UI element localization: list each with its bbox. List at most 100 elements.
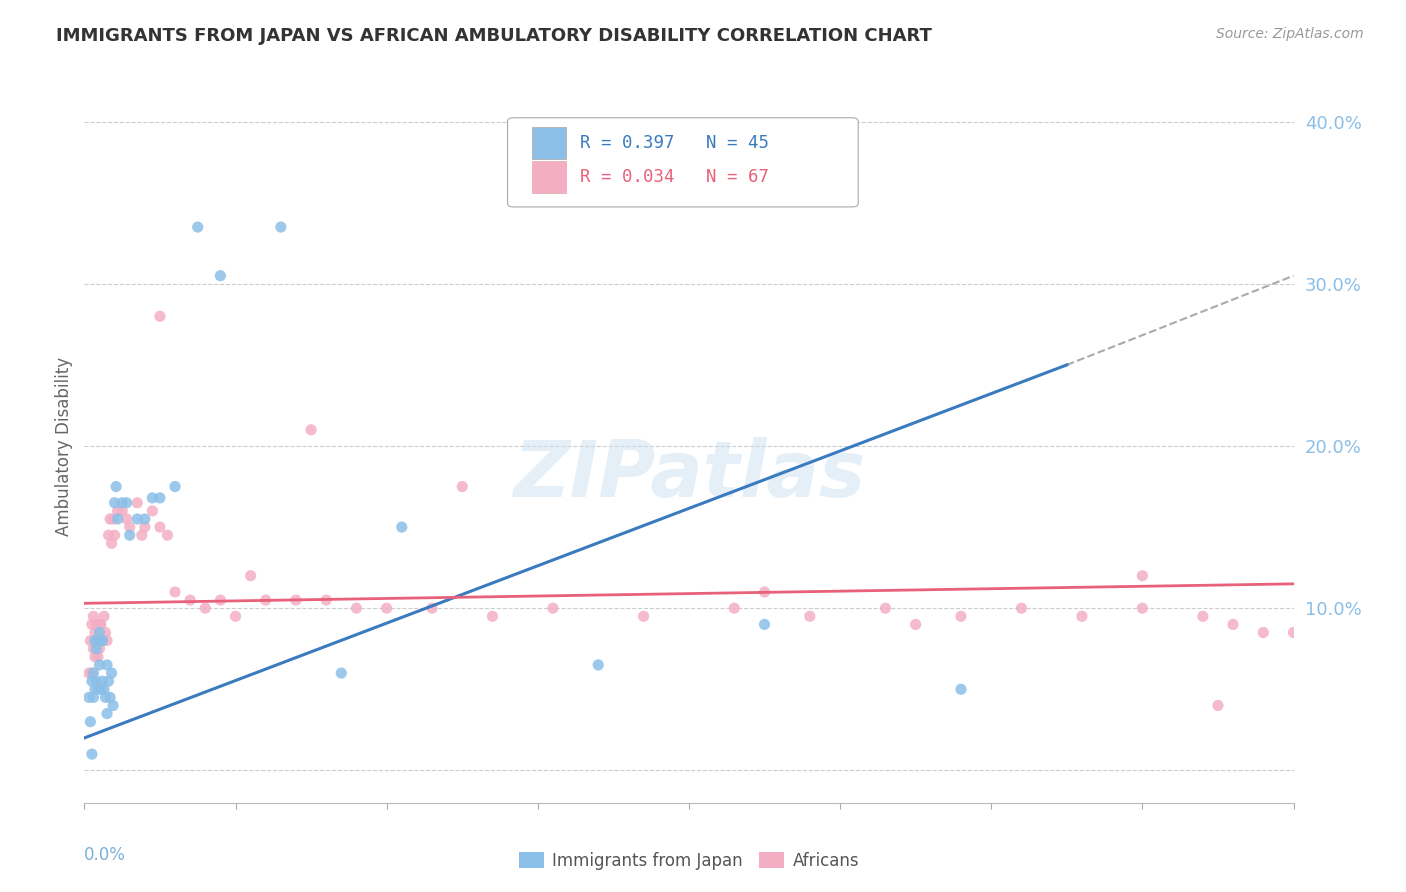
Point: [94, 690, 117, 705]
Point: [104, 528, 127, 542]
Point: [80, 666, 103, 681]
Point: [1192, 609, 1215, 624]
Point: [89, 657, 111, 672]
Point: [105, 479, 128, 493]
Point: [209, 268, 232, 283]
Text: R = 0.397   N = 45: R = 0.397 N = 45: [581, 134, 769, 152]
Point: [588, 657, 610, 672]
Point: [875, 601, 897, 615]
Point: [98, 690, 121, 705]
Point: [633, 609, 655, 624]
Point: [84, 682, 107, 697]
Point: [541, 601, 564, 615]
Point: [754, 617, 776, 632]
Point: [86, 633, 108, 648]
Point: [1222, 617, 1244, 632]
Point: [87, 649, 110, 664]
FancyBboxPatch shape: [508, 118, 858, 207]
Point: [127, 512, 149, 526]
Y-axis label: Ambulatory Disability: Ambulatory Disability: [55, 357, 73, 535]
Point: [87, 633, 110, 648]
Text: ZIPatlas: ZIPatlas: [513, 436, 865, 513]
Point: [127, 496, 149, 510]
Point: [82, 666, 104, 681]
Legend: Immigrants from Japan, Africans: Immigrants from Japan, Africans: [512, 846, 866, 877]
Point: [89, 625, 111, 640]
Point: [111, 496, 134, 510]
Point: [149, 310, 172, 324]
Point: [77, 666, 100, 681]
Point: [80, 674, 103, 689]
Point: [80, 747, 103, 761]
Point: [285, 593, 308, 607]
Point: [904, 617, 927, 632]
Point: [104, 496, 127, 510]
Text: R = 0.034   N = 67: R = 0.034 N = 67: [581, 168, 769, 186]
Point: [754, 585, 776, 599]
Point: [91, 633, 114, 648]
Point: [149, 491, 172, 505]
Point: [134, 520, 156, 534]
Point: [86, 641, 108, 656]
Point: [77, 690, 100, 705]
Point: [89, 641, 111, 656]
Point: [84, 625, 107, 640]
Point: [481, 609, 503, 624]
Point: [346, 601, 368, 615]
Point: [950, 609, 973, 624]
Point: [165, 585, 187, 599]
Point: [194, 601, 217, 615]
Point: [115, 512, 138, 526]
Point: [131, 528, 153, 542]
Point: [950, 682, 973, 697]
Point: [84, 633, 107, 648]
Bar: [531, 127, 565, 159]
Point: [79, 633, 101, 648]
Point: [118, 528, 141, 542]
Point: [93, 682, 115, 697]
Text: 0.0%: 0.0%: [84, 846, 127, 863]
Point: [101, 698, 124, 713]
Point: [90, 682, 112, 697]
Point: [107, 512, 129, 526]
Point: [134, 512, 156, 526]
Point: [86, 674, 108, 689]
Point: [1071, 609, 1094, 624]
Point: [90, 617, 112, 632]
Point: [100, 666, 122, 681]
Point: [90, 633, 112, 648]
Point: [270, 220, 292, 235]
Point: [101, 512, 124, 526]
Point: [82, 641, 104, 656]
Point: [86, 617, 108, 632]
Point: [149, 520, 172, 534]
Point: [1011, 601, 1033, 615]
Text: IMMIGRANTS FROM JAPAN VS AFRICAN AMBULATORY DISABILITY CORRELATION CHART: IMMIGRANTS FROM JAPAN VS AFRICAN AMBULAT…: [56, 27, 932, 45]
Point: [225, 609, 247, 624]
Point: [239, 568, 262, 582]
Point: [96, 633, 118, 648]
Point: [107, 504, 129, 518]
Point: [451, 479, 474, 493]
Point: [82, 690, 104, 705]
Point: [115, 496, 138, 510]
Point: [1282, 625, 1305, 640]
Point: [96, 706, 118, 721]
Point: [89, 617, 111, 632]
Point: [93, 609, 115, 624]
Point: [98, 512, 121, 526]
Point: [96, 657, 118, 672]
Point: [187, 220, 209, 235]
Point: [209, 593, 232, 607]
Point: [1253, 625, 1275, 640]
Point: [165, 479, 187, 493]
Point: [391, 520, 413, 534]
Point: [799, 609, 821, 624]
Point: [94, 625, 117, 640]
Point: [1130, 568, 1153, 582]
Point: [375, 601, 398, 615]
Text: Source: ZipAtlas.com: Source: ZipAtlas.com: [1216, 27, 1364, 41]
Point: [91, 633, 114, 648]
Point: [118, 520, 141, 534]
Point: [1206, 698, 1229, 713]
